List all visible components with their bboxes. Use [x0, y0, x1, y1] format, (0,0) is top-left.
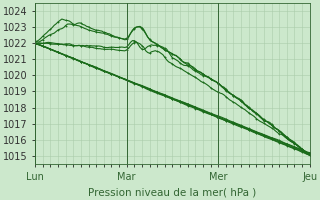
X-axis label: Pression niveau de la mer( hPa ): Pression niveau de la mer( hPa )	[88, 187, 257, 197]
